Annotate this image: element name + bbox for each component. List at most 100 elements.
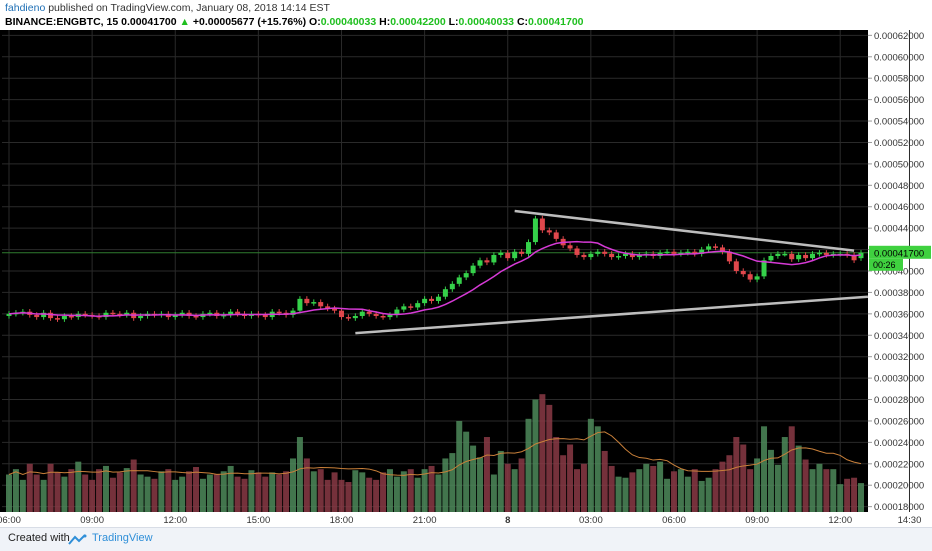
volume-bar bbox=[12, 469, 19, 512]
candle-body bbox=[61, 315, 67, 320]
symbol-label: BINANCE:ENGBTC, 15 bbox=[5, 16, 119, 28]
volume-bar bbox=[525, 418, 532, 512]
candle-body bbox=[796, 254, 802, 260]
candle-body bbox=[380, 315, 386, 318]
candle-body bbox=[761, 260, 767, 277]
y-tick-label: 0.00026000 bbox=[874, 416, 924, 427]
volume-bar bbox=[816, 463, 823, 512]
volume-bar bbox=[241, 478, 248, 512]
candle-body bbox=[408, 306, 414, 308]
volume-bar bbox=[283, 471, 290, 512]
volume-bar bbox=[262, 476, 269, 512]
volume-bar bbox=[400, 471, 407, 512]
volume-bar bbox=[33, 474, 40, 512]
volume-bar bbox=[61, 476, 68, 512]
candle-body bbox=[588, 253, 594, 258]
volume-bar bbox=[227, 465, 234, 512]
volume-bar bbox=[761, 426, 768, 512]
volume-bar bbox=[767, 449, 774, 512]
close-label: C: bbox=[516, 16, 529, 28]
volume-bar bbox=[206, 474, 213, 512]
volume-bar bbox=[497, 450, 504, 512]
y-tick-label: 0.00038000 bbox=[874, 288, 924, 299]
low-value: 0.00040033 bbox=[458, 16, 515, 28]
candle-body bbox=[442, 289, 448, 297]
candle-body bbox=[595, 251, 601, 254]
volume-bar bbox=[40, 479, 47, 512]
volume-bar bbox=[518, 458, 525, 512]
volume-bar bbox=[636, 469, 643, 512]
volume-bar bbox=[317, 469, 324, 512]
candle-body bbox=[803, 254, 809, 259]
high-label: H: bbox=[379, 16, 391, 28]
volume-bar bbox=[553, 437, 560, 512]
candle-body bbox=[352, 315, 358, 319]
volume-bar bbox=[338, 479, 345, 512]
y-tick-label: 0.00052000 bbox=[874, 138, 924, 149]
volume-bar bbox=[26, 463, 33, 512]
candle-body bbox=[706, 246, 712, 250]
volume-bar bbox=[137, 474, 144, 512]
volume-bar bbox=[366, 477, 373, 512]
volume-bar bbox=[858, 483, 864, 512]
candle-body bbox=[782, 253, 788, 256]
volume-bar bbox=[310, 471, 317, 512]
candle-body bbox=[726, 251, 732, 262]
y-tick-label: 0.00044000 bbox=[874, 224, 924, 235]
x-tick-label: 21:00 bbox=[413, 515, 437, 526]
volume-bar bbox=[296, 437, 303, 512]
volume-bar bbox=[428, 465, 435, 512]
volume-bar bbox=[733, 437, 740, 512]
volume-bar bbox=[567, 444, 574, 512]
open-label: O: bbox=[309, 16, 321, 28]
low-label: L: bbox=[448, 16, 459, 28]
volume-bar bbox=[359, 472, 366, 512]
candle-body bbox=[477, 260, 483, 266]
candle-body bbox=[519, 251, 525, 254]
candle-body bbox=[207, 312, 213, 315]
tradingview-brand-link[interactable]: TradingView bbox=[92, 532, 153, 544]
candle-body bbox=[172, 314, 178, 318]
last-price: 0.00041700 bbox=[121, 16, 177, 28]
y-tick-label: 0.00048000 bbox=[874, 181, 924, 192]
candle-body bbox=[789, 253, 795, 260]
volume-bar bbox=[144, 476, 151, 512]
price-ma-line bbox=[8, 240, 862, 317]
candle-body bbox=[719, 247, 725, 252]
volume-bar bbox=[172, 479, 179, 512]
volume-bar bbox=[844, 478, 851, 512]
volume-bar bbox=[75, 461, 82, 512]
candle-body bbox=[671, 251, 677, 254]
candle-body bbox=[366, 311, 372, 314]
x-tick-label: 12:00 bbox=[163, 515, 187, 526]
candle-body bbox=[110, 312, 116, 315]
candle-body bbox=[387, 314, 393, 318]
volume-bar bbox=[19, 479, 26, 512]
candle-body bbox=[228, 311, 234, 315]
up-triangle-icon: ▲ bbox=[179, 16, 190, 28]
y-tick-label: 0.00062000 bbox=[874, 31, 924, 42]
volume-bar bbox=[158, 471, 165, 512]
candle-body bbox=[692, 251, 698, 254]
volume-bar bbox=[539, 394, 546, 512]
volume-bar bbox=[574, 469, 580, 512]
candle-body bbox=[526, 242, 532, 254]
author-link[interactable]: fahdieno bbox=[5, 2, 46, 14]
volume-bar bbox=[47, 463, 54, 512]
volume-bar bbox=[435, 474, 442, 512]
price-chart-svg[interactable]: 0.00062000 0.00060000 0.00058000 0.00056000… bbox=[0, 30, 932, 527]
volume-bar bbox=[594, 426, 601, 512]
volume-bar bbox=[643, 463, 650, 512]
candle-body bbox=[754, 276, 760, 280]
x-tick-label: 8 bbox=[505, 515, 510, 526]
candle-body bbox=[262, 314, 268, 318]
candle-body bbox=[498, 252, 504, 255]
publish-text: published on TradingView.com, January 08… bbox=[48, 2, 330, 14]
volume-bar bbox=[477, 457, 484, 512]
volume-bar bbox=[393, 476, 400, 512]
chart-area[interactable]: 0.00062000 0.00060000 0.00058000 0.00056000… bbox=[0, 30, 932, 527]
volume-bar bbox=[109, 477, 116, 512]
volume-bar bbox=[373, 479, 380, 512]
footer-bar: Created with TradingView bbox=[0, 527, 932, 551]
candle-body bbox=[539, 218, 545, 231]
